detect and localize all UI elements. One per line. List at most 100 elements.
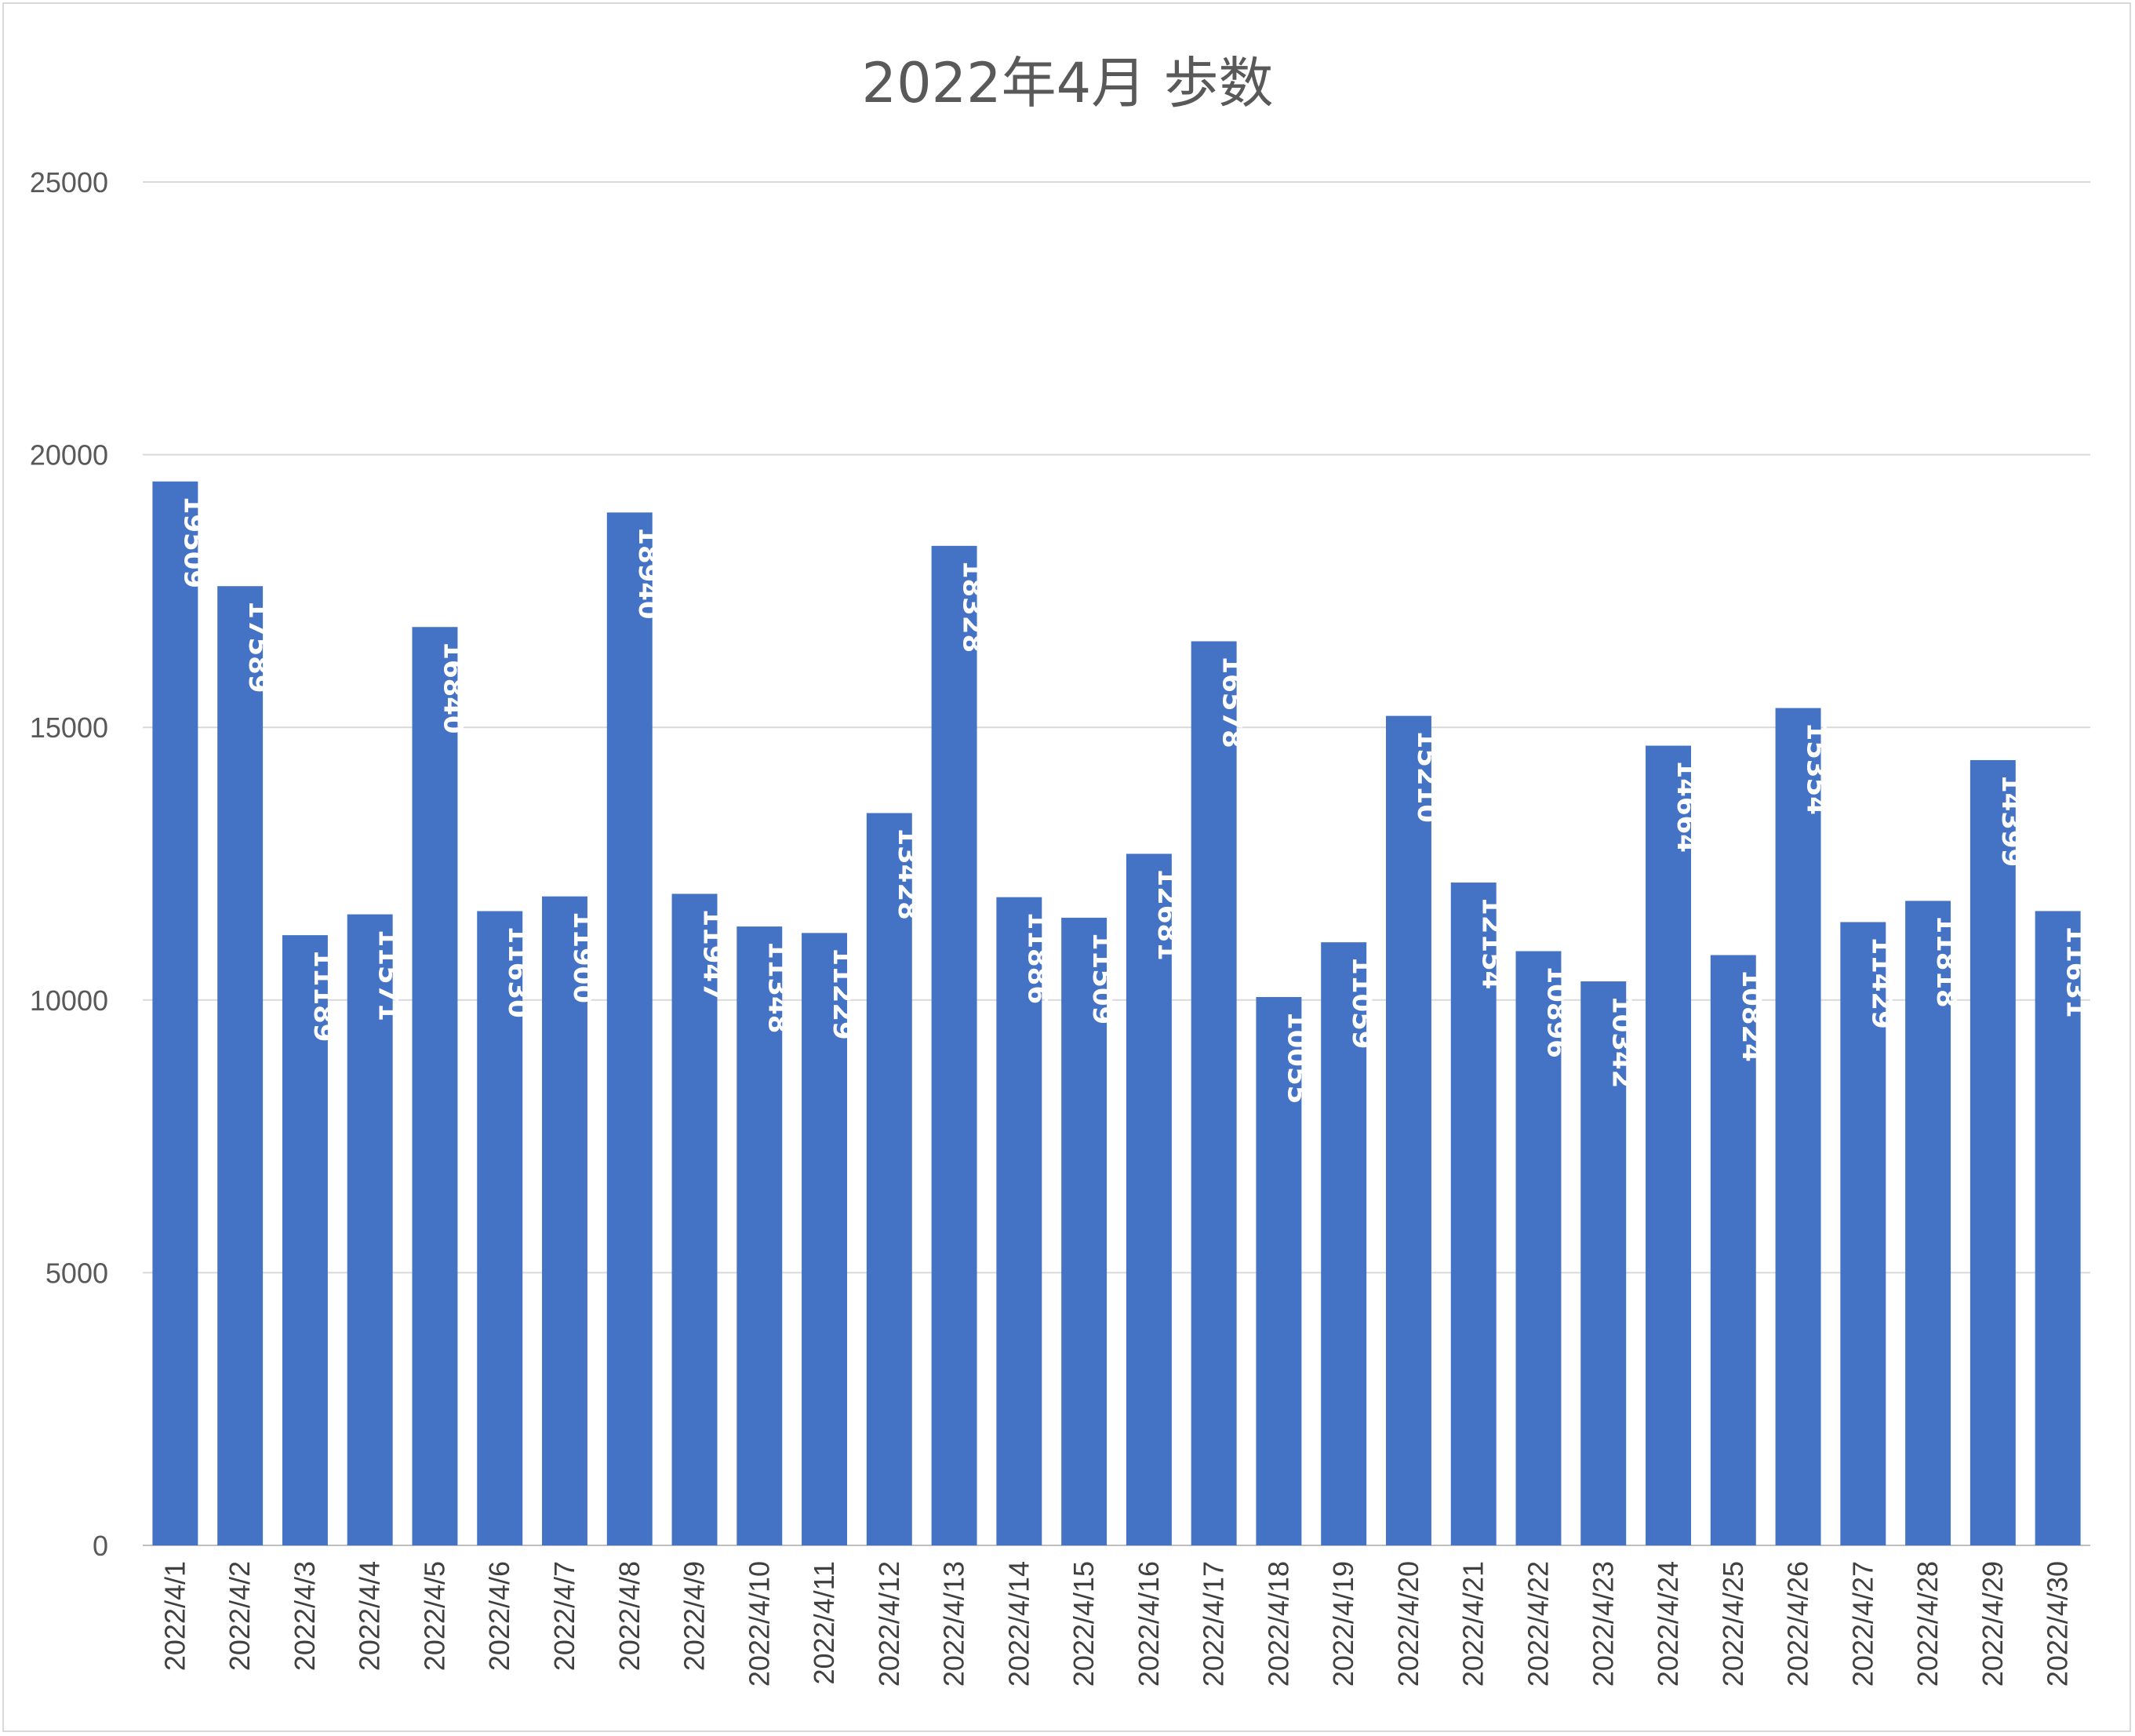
data-label: 11571	[373, 929, 404, 1021]
bar	[1905, 901, 1951, 1545]
x-tick-label: 2022/4/21	[1457, 1561, 1489, 1687]
x-tick-label: 2022/4/15	[1068, 1561, 1100, 1687]
data-label: 11818	[1930, 915, 1962, 1007]
data-label: 12681	[1151, 868, 1183, 960]
data-label: 10824	[1736, 970, 1767, 1062]
data-label: 15354	[1801, 722, 1832, 815]
x-tick-label: 2022/4/18	[1262, 1561, 1294, 1687]
data-label: 10342	[1606, 995, 1637, 1088]
bar	[1450, 883, 1497, 1545]
y-tick-label: 10000	[30, 984, 108, 1017]
y-tick-label: 15000	[30, 712, 108, 744]
bar	[931, 545, 977, 1546]
bars	[152, 481, 2081, 1546]
bar	[1840, 922, 1886, 1545]
x-tick-label: 2022/4/6	[483, 1561, 515, 1671]
data-label: 10896	[1540, 966, 1572, 1058]
x-tick-label: 2022/4/10	[743, 1561, 775, 1687]
data-label: 13428	[892, 827, 923, 919]
x-tick-label: 2022/4/13	[938, 1561, 970, 1687]
x-tick-label: 2022/4/11	[808, 1561, 840, 1684]
data-label: 11429	[1865, 936, 1897, 1028]
data-label: 14399	[1995, 774, 2027, 867]
x-tick-label: 2022/4/5	[418, 1561, 450, 1671]
y-tick-label: 5000	[45, 1257, 108, 1289]
x-tick-label: 2022/4/28	[1911, 1561, 1944, 1687]
bar	[1710, 955, 1756, 1545]
x-tick-label: 2022/4/27	[1846, 1561, 1879, 1687]
x-tick-label: 2022/4/8	[613, 1561, 646, 1671]
x-tick-label: 2022/4/19	[1327, 1561, 1359, 1687]
x-tick-label: 2022/4/23	[1587, 1561, 1619, 1687]
x-tick-label: 2022/4/3	[289, 1561, 321, 1671]
data-label: 11900	[567, 911, 598, 1003]
bar	[152, 481, 198, 1545]
bar	[1256, 996, 1302, 1545]
bar	[412, 627, 458, 1545]
x-tick-label: 2022/4/22	[1522, 1561, 1554, 1687]
chart-title: 2022年4月 歩数	[862, 51, 1274, 115]
gridlines	[143, 181, 2090, 1546]
data-label: 11630	[502, 925, 533, 1017]
bar	[2035, 911, 2081, 1545]
data-labels: 19509 17589 11189 11571 16840 11630 11900 18940…	[177, 496, 2091, 1105]
bar	[347, 914, 393, 1545]
data-label: 11886	[1021, 912, 1053, 1004]
bar	[477, 911, 523, 1545]
bar	[802, 933, 848, 1545]
bar	[866, 813, 912, 1545]
data-label: 15210	[1411, 730, 1442, 823]
x-tick-label: 2022/4/30	[2042, 1561, 2074, 1687]
x-tick-label: 2022/4/4	[354, 1561, 386, 1671]
y-tick-label: 0	[93, 1530, 108, 1562]
data-label: 11059	[1346, 956, 1377, 1049]
x-tick-label: 2022/4/7	[548, 1561, 580, 1671]
x-tick-label: 2022/4/26	[1782, 1561, 1814, 1687]
x-tick-label: 2022/4/16	[1133, 1561, 1165, 1687]
bar	[1970, 759, 2016, 1545]
bar	[1385, 715, 1431, 1545]
bar	[1126, 853, 1172, 1545]
y-tick-label: 20000	[30, 439, 108, 471]
x-tick-label: 2022/4/25	[1717, 1561, 1749, 1687]
data-label: 12154	[1476, 897, 1508, 989]
x-tick-label: 2022/4/1	[158, 1561, 191, 1671]
bar	[1515, 951, 1562, 1545]
data-label: 11947	[697, 908, 729, 1000]
bar	[737, 926, 783, 1545]
x-tick-label: 2022/4/20	[1392, 1561, 1424, 1687]
data-label: 10055	[1281, 1011, 1312, 1104]
data-label: 18328	[957, 560, 988, 653]
x-tick-label: 2022/4/24	[1652, 1561, 1684, 1687]
x-axis-ticks: 2022/4/1 2022/4/2 2022/4/3 2022/4/4 2022/4/5…	[158, 1561, 2073, 1687]
data-label: 11348	[762, 941, 793, 1033]
bar	[1061, 917, 1108, 1545]
bar	[1321, 942, 1367, 1545]
bar	[671, 893, 718, 1545]
x-tick-label: 2022/4/2	[224, 1561, 256, 1671]
x-tick-label: 2022/4/9	[678, 1561, 711, 1671]
data-label: 14664	[1671, 760, 1702, 853]
bar	[1191, 641, 1237, 1545]
bar	[282, 935, 328, 1545]
bar	[217, 586, 264, 1546]
bar	[1775, 708, 1821, 1546]
data-label: 11509	[1086, 932, 1118, 1024]
data-label: 11631	[2060, 925, 2092, 1017]
data-label: 18940	[632, 526, 664, 619]
x-tick-label: 2022/4/14	[1002, 1561, 1035, 1687]
bar	[542, 896, 587, 1545]
x-tick-label: 2022/4/17	[1198, 1561, 1230, 1687]
bar	[1580, 981, 1627, 1545]
data-label: 16578	[1217, 655, 1248, 748]
data-label: 11189	[307, 949, 339, 1042]
bar	[606, 512, 653, 1545]
x-tick-label: 2022/4/12	[873, 1561, 905, 1687]
bar	[1646, 745, 1691, 1545]
data-label: 11229	[827, 947, 858, 1039]
y-axis-ticks: 0 5000 10000 15000 20000 25000	[30, 166, 108, 1562]
y-tick-label: 25000	[30, 166, 108, 198]
data-label: 19509	[177, 496, 209, 588]
data-label: 16840	[437, 641, 468, 733]
